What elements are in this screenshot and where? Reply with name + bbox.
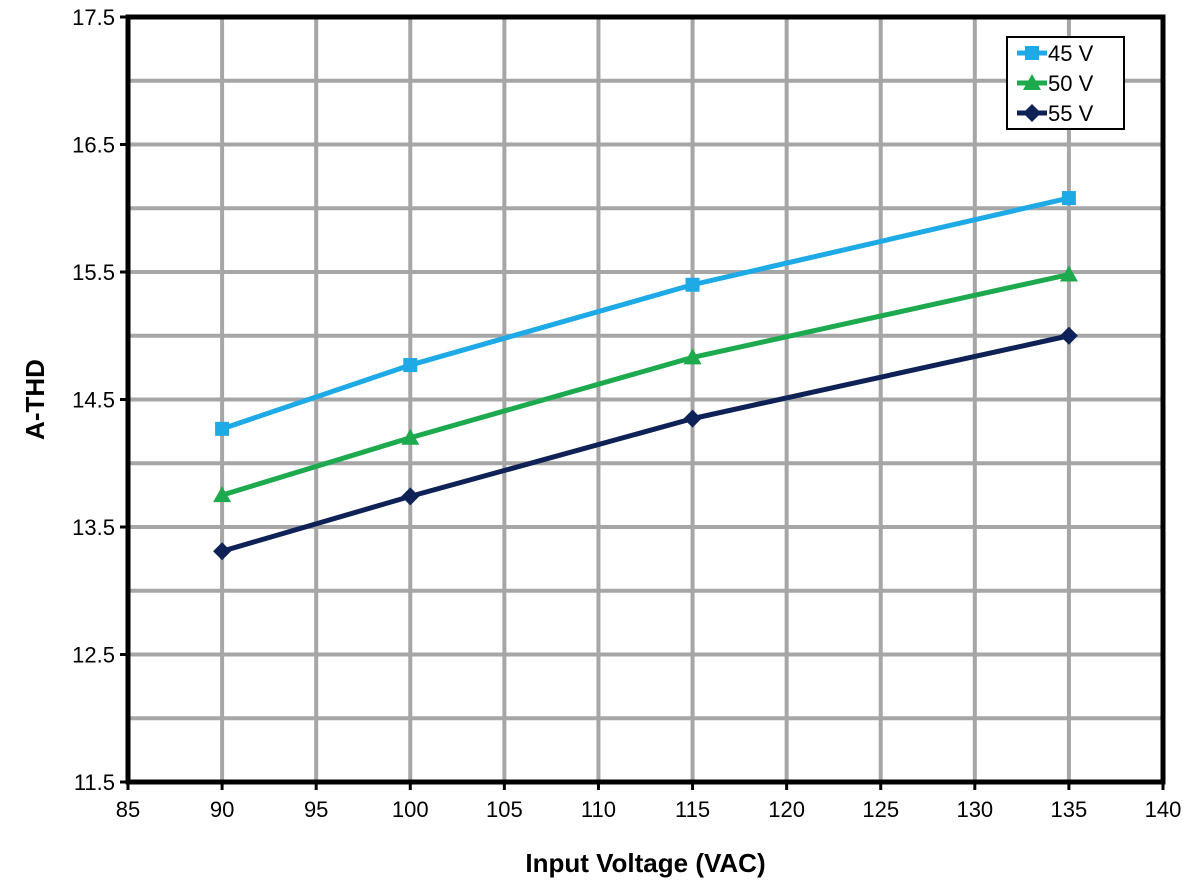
- data-point-marker: [401, 428, 420, 445]
- grid-layer: [128, 17, 1163, 782]
- x-tick-label: 95: [304, 797, 328, 822]
- x-tick-label: 100: [392, 797, 429, 822]
- legend: 45 V 50 V 55 V: [1006, 36, 1125, 130]
- x-tick-label: 115: [675, 797, 710, 822]
- legend-label: 55 V: [1048, 101, 1094, 126]
- legend-label: 45 V: [1048, 41, 1094, 66]
- data-point-marker: [683, 348, 702, 365]
- x-tick-label: 110: [581, 797, 616, 822]
- x-tick-label: 105: [486, 797, 523, 822]
- x-tick-label: 90: [210, 797, 234, 822]
- y-tick-label: 15.5: [72, 260, 115, 285]
- series-line: [221, 195, 1070, 432]
- series-layer: [213, 191, 1078, 561]
- x-tick-label: 140: [1145, 797, 1182, 822]
- series-3: [213, 326, 1078, 561]
- y-tick-label: 12.5: [72, 643, 115, 668]
- y-tick-label: 17.5: [72, 5, 115, 30]
- data-point-marker: [213, 542, 232, 561]
- series-2: [213, 265, 1078, 503]
- x-tick-label: 125: [862, 797, 899, 822]
- legend-swatch-marker: [1023, 74, 1041, 90]
- y-tick-label: 14.5: [72, 388, 115, 413]
- series-line: [221, 272, 1070, 498]
- data-point-marker: [215, 421, 230, 436]
- x-tick-label: 120: [768, 797, 805, 822]
- x-tick-label: 85: [116, 797, 140, 822]
- y-tick-label: 11.5: [74, 770, 115, 795]
- legend-item-2: 50 V: [1017, 71, 1094, 96]
- data-point-marker: [403, 358, 418, 373]
- data-point-marker: [401, 487, 420, 506]
- x-tick-label: 130: [956, 797, 993, 822]
- x-axis-title: Input Voltage (VAC): [525, 848, 765, 878]
- y-axis-title: A-THD: [20, 359, 50, 440]
- legend-item-1: 45 V: [1017, 41, 1094, 66]
- legend-item-3: 55 V: [1017, 101, 1094, 126]
- legend-swatch-marker: [1023, 104, 1041, 122]
- y-tick-label: 13.5: [72, 515, 115, 540]
- x-tick-label: 135: [1051, 797, 1088, 822]
- legend-swatch-marker: [1025, 46, 1039, 60]
- legend-label: 50 V: [1048, 71, 1094, 96]
- data-point-marker: [683, 409, 702, 428]
- series-line: [221, 333, 1070, 554]
- data-point-marker: [1061, 191, 1076, 206]
- y-tick-label: 16.5: [72, 133, 115, 158]
- tick-layer: 85 90 95 100 105 110 115 120 125 130 135 140 11.5 12.…: [72, 5, 1181, 822]
- series-1: [215, 191, 1076, 436]
- data-point-marker: [1059, 265, 1078, 282]
- data-point-marker: [685, 277, 700, 292]
- data-point-marker: [213, 486, 232, 503]
- data-point-marker: [1059, 326, 1078, 345]
